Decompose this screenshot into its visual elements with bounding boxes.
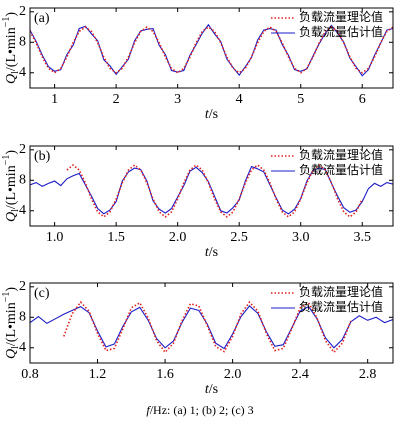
y-label-sub: l [10, 209, 21, 212]
plot-area [30, 300, 393, 354]
y-label-close: ) [4, 287, 19, 292]
x-tick-label: 2.0 [169, 230, 187, 245]
y-label-sub: l [10, 71, 21, 74]
x-tick-label: 2 [113, 92, 120, 107]
x-tick-label: 1.0 [46, 230, 64, 245]
legend-label: 负载流量估计值 [299, 162, 383, 177]
y-tick-label: 4 [19, 203, 26, 218]
y-tick-label: 4 [19, 65, 26, 80]
y-tick-label: 8 [19, 35, 26, 50]
y-label-sup: −1 [1, 292, 12, 303]
caption-text: /Hz: (a) 1; (b) 2; (c) 3 [150, 403, 254, 417]
x-tick-label: 2.8 [359, 367, 377, 382]
y-label-sub: l [10, 346, 21, 349]
legend-label: 负载流量理论值 [299, 9, 383, 24]
x-tick-label: 1 [51, 92, 58, 107]
y-tick-label: 8 [19, 173, 26, 188]
y-label-main: Q [4, 349, 19, 359]
x-label-unit: /s [209, 382, 218, 397]
x-label-unit: /s [209, 107, 218, 122]
x-tick-label: 1.6 [156, 367, 174, 382]
y-label-close: ) [4, 12, 19, 17]
x-axis-label: t/s [205, 107, 218, 122]
y-label-close: ) [4, 150, 19, 155]
panel: 2 8 4 1.0 1.5 2.0 2.5 3.0 3.5 t/s Ql/(L•min−1) (b) 负… [1, 142, 394, 260]
legend-label: 负载流量理论值 [299, 147, 383, 162]
panel-label: (a) [34, 11, 50, 26]
series-line [30, 23, 393, 77]
x-tick-label: 1.2 [89, 367, 107, 382]
series-line [30, 305, 393, 350]
x-label-var: t [205, 245, 210, 260]
x-tick-label: 4 [236, 92, 243, 107]
x-label-var: t [205, 107, 210, 122]
x-axis-label: t/s [205, 245, 218, 260]
y-label-main: Q [4, 74, 19, 84]
plot-area [30, 23, 393, 77]
frame [29, 145, 394, 227]
x-axis-label: t/s [205, 382, 218, 397]
series-line [63, 300, 352, 354]
x-tick-label: 2.0 [224, 367, 242, 382]
y-axis-label: Ql/(L•min−1) [1, 287, 21, 359]
x-tick-label: 6 [359, 92, 366, 107]
legend-label: 负载流量估计值 [299, 24, 383, 39]
panel-label: (c) [34, 286, 50, 301]
x-tick-label: 3.0 [292, 230, 310, 245]
y-label-unit: /(L•min [4, 302, 19, 346]
caption: f/Hz: (a) 1; (b) 2; (c) 3 [146, 403, 253, 417]
y-tick-label: 2 [19, 4, 26, 19]
panel: 2 8 4 0.8 1.2 1.6 2.0 2.4 2.8 t/s Ql/(L•min−1) (c) 负… [1, 279, 394, 397]
y-tick-label: 4 [19, 340, 26, 355]
x-tick-label: 3.5 [353, 230, 371, 245]
x-tick-label: 5 [297, 92, 304, 107]
series-line [66, 164, 363, 218]
y-tick-label: 2 [19, 142, 26, 157]
frame [29, 282, 394, 364]
caption-var: f [146, 403, 151, 417]
legend-label: 负载流量理论值 [299, 284, 383, 299]
x-label-unit: /s [209, 245, 218, 260]
plot-area [30, 164, 393, 218]
x-tick-label: 0.8 [21, 367, 39, 382]
y-label-unit: /(L•min [4, 27, 19, 71]
y-label-sup: −1 [1, 155, 12, 166]
panel-label: (b) [34, 149, 51, 164]
y-axis-label: Ql/(L•min−1) [1, 12, 21, 84]
x-label-var: t [205, 382, 210, 397]
x-tick-label: 1.5 [107, 230, 125, 245]
y-tick-label: 2 [19, 279, 26, 294]
y-label-sup: −1 [1, 17, 12, 28]
x-tick-label: 3 [174, 92, 181, 107]
y-axis-label: Ql/(L•min−1) [1, 150, 21, 222]
y-label-main: Q [4, 212, 19, 222]
frame [29, 7, 394, 89]
y-label-unit: /(L•min [4, 165, 19, 209]
panel: 2 8 4 1 2 3 4 5 6 t/s Ql/(L•min−1) (a) 负载流量理论值负载流量估计… [1, 4, 394, 122]
y-tick-label: 8 [19, 310, 26, 325]
x-tick-label: 2.5 [230, 230, 248, 245]
legend-label: 负载流量估计值 [299, 299, 383, 314]
x-tick-label: 2.4 [291, 367, 309, 382]
